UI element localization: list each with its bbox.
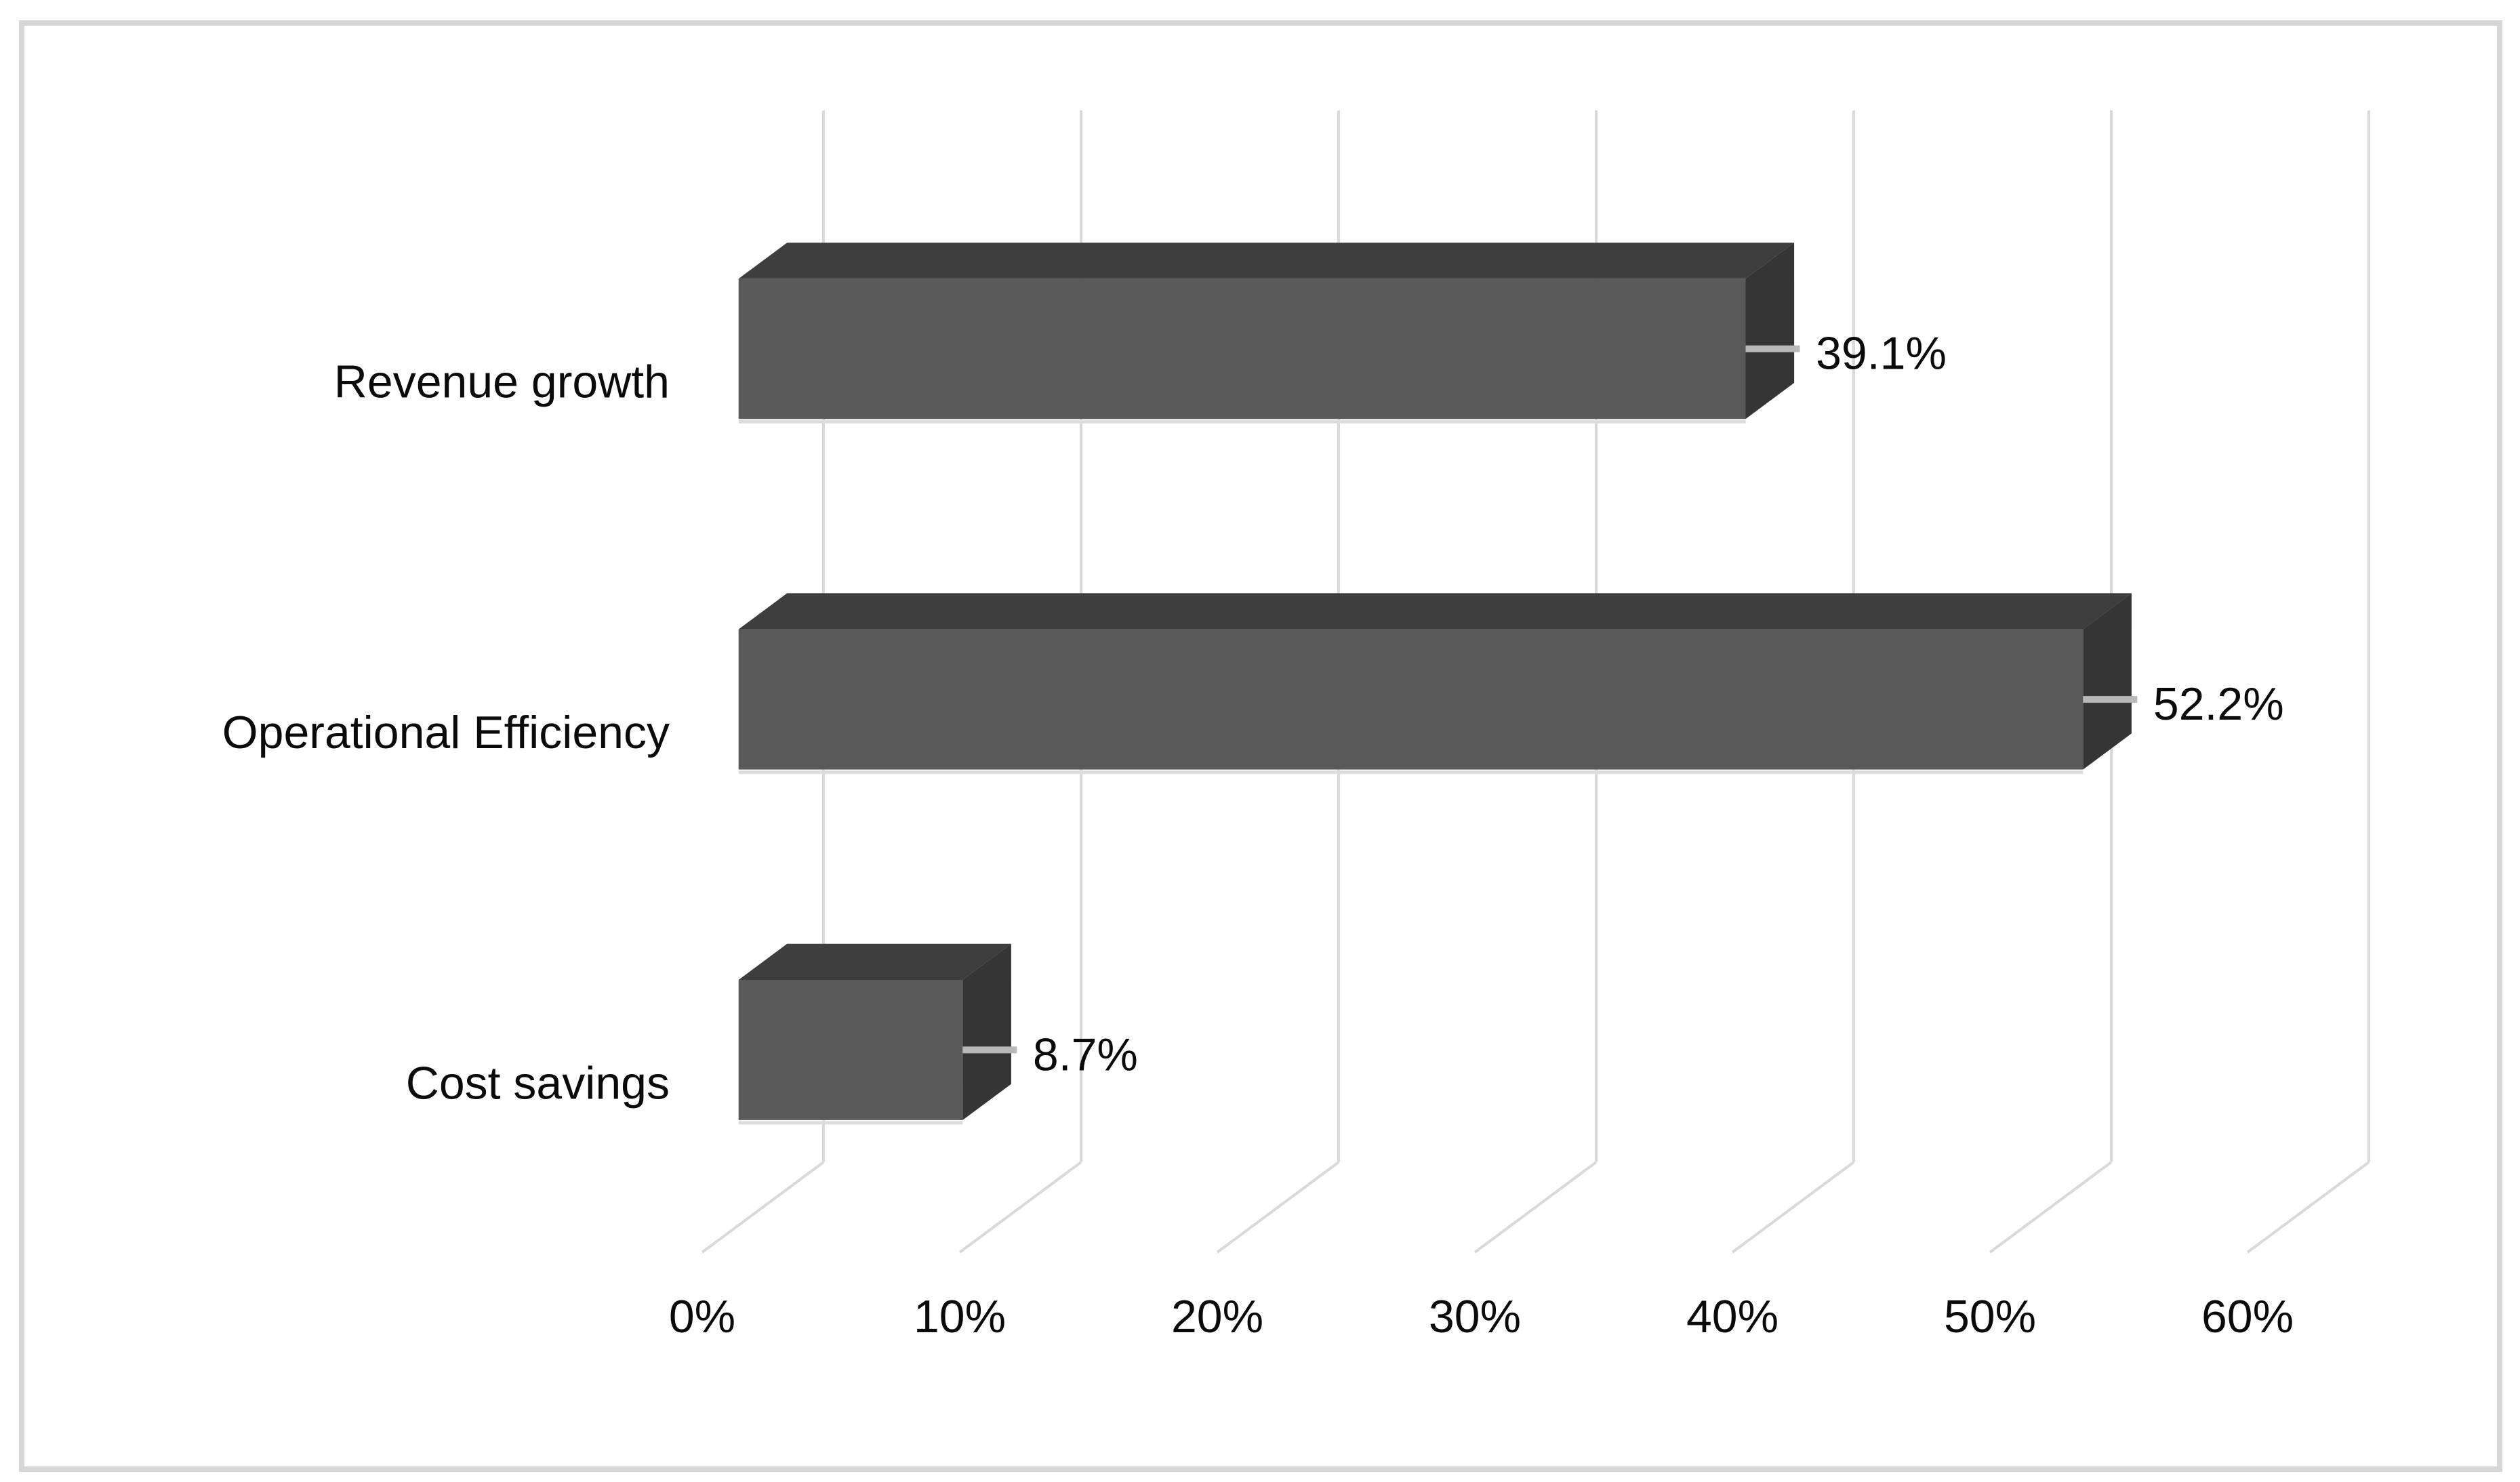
floor-gridline-0-: [701, 1161, 825, 1254]
bar-cost-savings[interactable]: [738, 979, 963, 1120]
data-label-revenue-growth: 39.1%: [1816, 328, 1947, 379]
floor-gridline-20-: [1216, 1161, 1340, 1254]
bar-side-face-operational-efficiency: [2083, 593, 2132, 770]
floor-gridline-60-: [2246, 1161, 2370, 1254]
bar-top-face-cost-savings: [738, 943, 1011, 980]
x-tick-label-10-: 10%: [914, 1291, 1006, 1342]
category-label-revenue-growth: Revenue growth: [334, 356, 670, 408]
x-tick-label-50-: 50%: [1944, 1291, 2036, 1342]
bar-revenue-growth[interactable]: [738, 279, 1746, 419]
x-tick-label-40-: 40%: [1686, 1291, 1779, 1342]
x-tick-label-0-: 0%: [669, 1291, 735, 1342]
data-label-cost-savings: 8.7%: [1033, 1029, 1138, 1080]
bar-operational-efficiency[interactable]: [738, 629, 2084, 770]
bar-side-face-cost-savings: [962, 943, 1011, 1120]
category-label-cost-savings: Cost savings: [406, 1057, 670, 1109]
x-tick-label-30-: 30%: [1429, 1291, 1521, 1342]
floor-gridline-40-: [1731, 1161, 1855, 1254]
page-border: [19, 20, 2502, 1472]
category-label-operational-efficiency: Operational Efficiency: [222, 707, 670, 758]
floor-gridline-10-: [958, 1161, 1082, 1254]
floor-gridline-50-: [1989, 1161, 2113, 1254]
bar-top-face-revenue-growth: [738, 243, 1795, 279]
data-label-operational-efficiency: 52.2%: [2153, 678, 2284, 730]
floor-gridline-30-: [1474, 1161, 1598, 1254]
x-tick-label-20-: 20%: [1171, 1291, 1263, 1342]
bar-side-face-revenue-growth: [1745, 243, 1795, 419]
x-tick-label-60-: 60%: [2201, 1291, 2294, 1342]
bar-top-face-operational-efficiency: [738, 593, 2132, 630]
